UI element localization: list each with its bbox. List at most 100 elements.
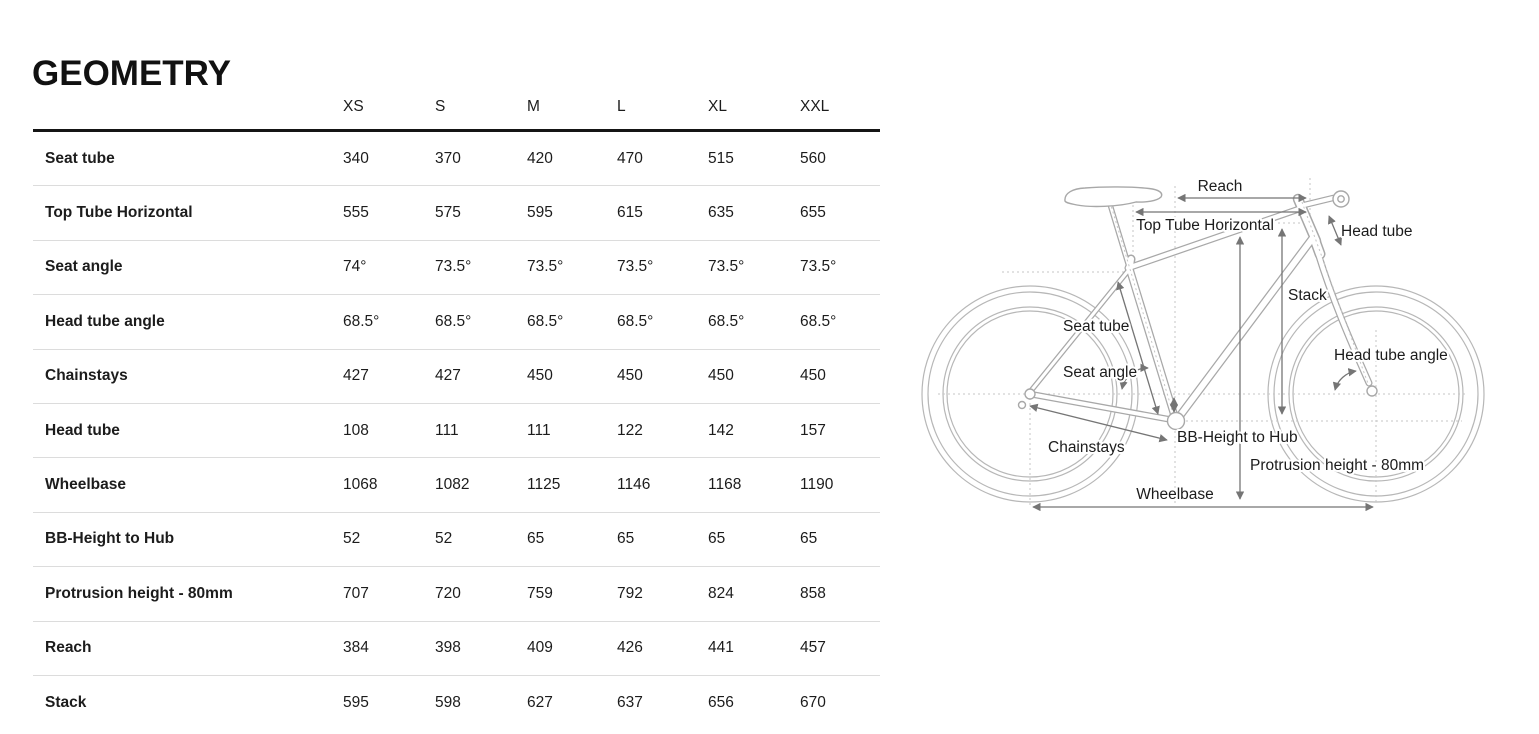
table-cell: 68.5° xyxy=(527,312,564,330)
table-row: BB-Height to Hub 52 52 65 65 65 65 xyxy=(33,513,880,568)
handlebar-grip-inner xyxy=(1337,195,1345,203)
table-row: Head tube 108 111 111 122 142 157 xyxy=(33,404,880,459)
column-header-xxl: XXL xyxy=(800,98,830,115)
row-label: Protrusion height - 80mm xyxy=(45,584,233,602)
bike-geometry-diagram: Reach Top Tube Horizontal Head tube Stac… xyxy=(921,176,1485,512)
table-cell: 157 xyxy=(800,421,826,439)
table-cell: 340 xyxy=(343,149,369,167)
table-cell: 450 xyxy=(708,367,734,385)
label-protrusion-height: Protrusion height - 80mm xyxy=(1250,457,1424,474)
measurement-arrows xyxy=(1029,193,1374,512)
table-cell: 858 xyxy=(800,584,826,602)
table-cell: 560 xyxy=(800,149,826,167)
label-seat-tube: Seat tube xyxy=(1063,318,1129,335)
table-cell: 426 xyxy=(617,639,643,657)
table-cell: 670 xyxy=(800,693,826,711)
table-cell: 635 xyxy=(708,204,734,222)
table-cell: 450 xyxy=(527,367,553,385)
table-cell: 1146 xyxy=(617,476,651,494)
table-cell: 68.5° xyxy=(343,312,380,330)
table-cell: 65 xyxy=(708,530,726,548)
rear-derailleur xyxy=(1017,400,1027,410)
table-cell: 52 xyxy=(435,530,453,548)
diagram-labels: Reach Top Tube Horizontal Head tube Stac… xyxy=(1046,176,1450,505)
table-row: Wheelbase 1068 1082 1125 1146 1168 1190 xyxy=(33,458,880,513)
row-label: Wheelbase xyxy=(45,476,126,494)
table-row: Chainstays 427 427 450 450 450 450 xyxy=(33,350,880,404)
table-cell: 555 xyxy=(343,204,369,222)
bottom-bracket xyxy=(1166,411,1186,431)
label-reach: Reach xyxy=(1198,178,1243,195)
table-cell: 515 xyxy=(708,149,734,167)
table-row: Seat angle 74° 73.5° 73.5° 73.5° 73.5° 73.5° xyxy=(33,241,880,296)
table-cell: 73.5° xyxy=(617,258,654,276)
table-cell: 759 xyxy=(527,584,553,602)
label-chainstays: Chainstays xyxy=(1048,439,1125,456)
table-row: Protrusion height - 80mm 707 720 759 792 824 8… xyxy=(33,567,880,622)
row-label: Seat angle xyxy=(45,258,123,276)
geometry-table: XS S M L XL XXL Seat tube 340 370 420 470 515 560 To… xyxy=(33,85,880,729)
table-cell: 627 xyxy=(527,693,553,711)
table-header-row: XS S M L XL XXL xyxy=(33,85,880,132)
table-cell: 65 xyxy=(800,530,818,548)
table-cell: 68.5° xyxy=(435,312,472,330)
table-cell: 68.5° xyxy=(617,312,654,330)
table-row: Reach 384 398 409 426 441 457 xyxy=(33,622,880,676)
table-cell: 450 xyxy=(617,367,643,385)
table-cell: 1190 xyxy=(800,476,834,494)
table-cell: 74° xyxy=(343,258,367,276)
column-header-m: M xyxy=(527,98,540,115)
table-row: Stack 595 598 627 637 656 670 xyxy=(33,676,880,729)
label-top-tube-horizontal: Top Tube Horizontal xyxy=(1136,217,1274,234)
table-cell: 1068 xyxy=(343,476,378,494)
table-cell: 420 xyxy=(527,149,553,167)
rear-hub xyxy=(1024,388,1036,400)
table-cell: 824 xyxy=(708,584,734,602)
table-cell: 1082 xyxy=(435,476,470,494)
column-header-xs: XS xyxy=(343,98,364,115)
row-label: Head tube xyxy=(45,421,120,439)
table-cell: 409 xyxy=(527,639,553,657)
row-label: Reach xyxy=(45,639,92,657)
row-label: BB-Height to Hub xyxy=(45,530,175,548)
row-label: Head tube angle xyxy=(45,312,165,330)
tube-axis-lines xyxy=(1109,201,1371,421)
row-label: Top Tube Horizontal xyxy=(45,204,193,222)
table-row: Top Tube Horizontal 555 575 595 615 635 655 xyxy=(33,186,880,241)
table-cell: 441 xyxy=(708,639,734,657)
bike-parts xyxy=(1017,186,1378,431)
table-cell: 65 xyxy=(617,530,635,548)
row-label: Seat tube xyxy=(45,149,115,167)
saddle xyxy=(1064,186,1163,208)
table-cell: 655 xyxy=(800,204,826,222)
table-cell: 73.5° xyxy=(708,258,745,276)
table-cell: 52 xyxy=(343,530,361,548)
table-cell: 575 xyxy=(435,204,461,222)
table-row: Head tube angle 68.5° 68.5° 68.5° 68.5° 68.5°… xyxy=(33,295,880,350)
table-cell: 427 xyxy=(435,367,461,385)
table-cell: 595 xyxy=(527,204,553,222)
table-body: Seat tube 340 370 420 470 515 560 Top Tube Hori… xyxy=(33,132,880,729)
table-cell: 398 xyxy=(435,639,461,657)
table-cell: 1168 xyxy=(708,476,742,494)
table-cell: 384 xyxy=(343,639,369,657)
table-cell: 65 xyxy=(527,530,545,548)
table-row: Seat tube 340 370 420 470 515 560 xyxy=(33,132,880,187)
front-dropout xyxy=(1366,385,1378,397)
table-cell: 73.5° xyxy=(800,258,837,276)
table-cell: 615 xyxy=(617,204,643,222)
table-cell: 1125 xyxy=(527,476,561,494)
row-label: Stack xyxy=(45,693,87,711)
label-head-tube: Head tube xyxy=(1341,223,1413,240)
table-cell: 598 xyxy=(435,693,461,711)
table-cell: 73.5° xyxy=(435,258,472,276)
table-cell: 707 xyxy=(343,584,369,602)
label-seat-angle: Seat angle xyxy=(1063,364,1137,381)
table-cell: 370 xyxy=(435,149,461,167)
table-cell: 68.5° xyxy=(708,312,745,330)
table-cell: 450 xyxy=(800,367,826,385)
table-cell: 595 xyxy=(343,693,369,711)
table-cell: 656 xyxy=(708,693,734,711)
column-header-s: S xyxy=(435,98,446,115)
table-cell: 111 xyxy=(527,421,551,439)
